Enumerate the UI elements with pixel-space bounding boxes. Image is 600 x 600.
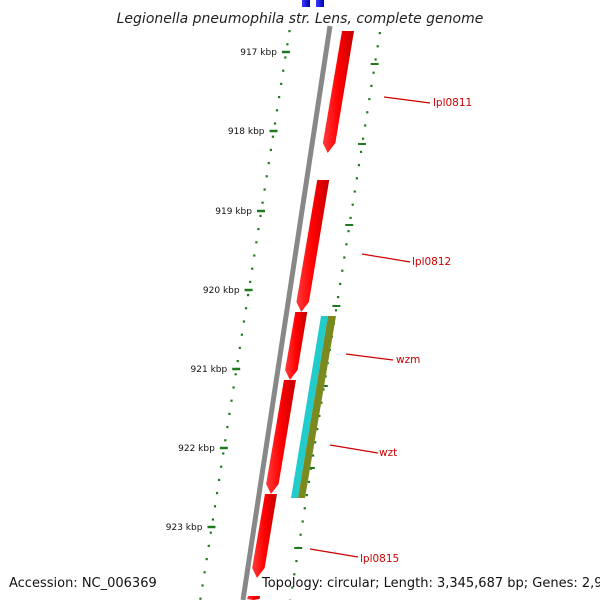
topology-summary: Topology: circular; Length: 3,345,687 bp… xyxy=(261,576,600,591)
gene-label: wzt xyxy=(379,447,397,459)
gene-label: lpl0815 xyxy=(360,553,399,565)
gene-leader-line xyxy=(345,353,394,361)
gene-leader-line xyxy=(383,96,431,104)
tick-label: 922 kbp xyxy=(178,444,215,454)
backbone-line xyxy=(240,25,333,600)
gene-label: wzm xyxy=(396,354,420,366)
tick-label: 921 kbp xyxy=(191,365,228,375)
gene-forward xyxy=(296,180,330,312)
outer-track xyxy=(289,32,381,600)
gene-forward xyxy=(322,31,354,153)
tick-label: 920 kbp xyxy=(203,286,240,296)
accession-text: Accession: NC_006369 xyxy=(9,576,157,591)
gene-leader-line xyxy=(309,548,359,558)
gene-forward xyxy=(285,312,308,380)
gene-forward xyxy=(247,596,260,600)
gene-label: lpl0811 xyxy=(433,97,472,109)
gene-label: lpl0812 xyxy=(412,256,451,268)
map-title: Legionella pneumophila str. Lens, comple… xyxy=(117,11,484,27)
tick-label: 917 kbp xyxy=(240,48,277,58)
tick-track xyxy=(199,30,291,600)
gene-reverse-top xyxy=(302,0,324,7)
gene-leader-line xyxy=(361,253,411,263)
gene-leader-line xyxy=(329,444,379,454)
tick-label: 918 kbp xyxy=(228,127,265,137)
gene-forward xyxy=(266,380,296,494)
gene-forward xyxy=(252,494,277,578)
tick-label: 919 kbp xyxy=(215,207,252,217)
tick-label: 923 kbp xyxy=(166,523,203,533)
feature-wzm-wzt xyxy=(291,316,336,498)
